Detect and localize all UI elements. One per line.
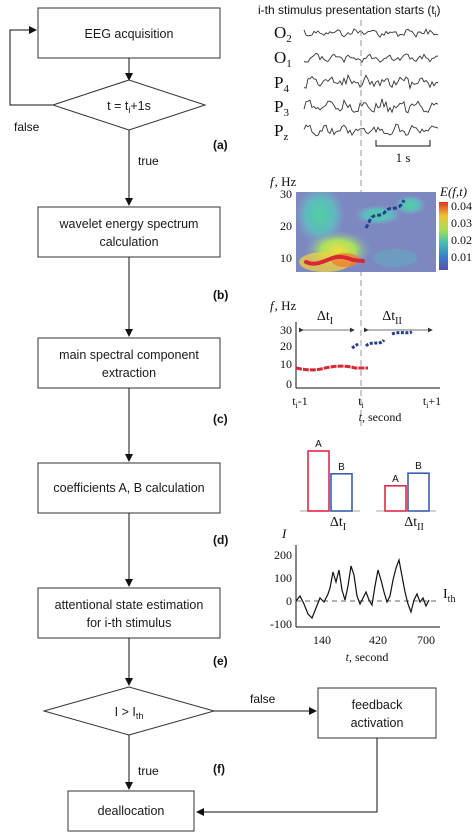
- attentional-text-1: attentional state estimation: [55, 598, 204, 612]
- feedback-text-2: activation: [351, 716, 404, 730]
- deallocation-text: deallocation: [98, 804, 165, 818]
- spectrogram-ytick-10: 10: [280, 251, 292, 265]
- channel-label-o1: O1: [274, 48, 292, 70]
- index-ylabel: I: [281, 526, 287, 541]
- panel-label-c: (c): [213, 412, 228, 426]
- attentional-box: [37, 587, 221, 639]
- channel-labels: O2 O1 P4 P3 Pz: [274, 23, 292, 143]
- spectral-extraction-box: [37, 337, 221, 389]
- eeg-trace-4: [303, 98, 439, 114]
- false-loop-line: [9, 26, 53, 106]
- index-xtick-420: 420: [369, 633, 387, 647]
- bar-2: [330, 472, 353, 512]
- bar-3: [384, 484, 407, 512]
- channel-label-pz: Pz: [274, 121, 288, 143]
- spectrogram-ytick-20: 20: [280, 219, 292, 233]
- bar-label-3: A: [392, 474, 399, 485]
- eeg-trace-1: [303, 28, 439, 38]
- component-xlabel: t, second: [359, 410, 402, 424]
- eeg-trace-2: [303, 52, 439, 64]
- interval-2-label: ΔtII: [382, 309, 402, 327]
- condition-2-text: I > Ith: [115, 705, 144, 721]
- spectral-text-1: main spectral component: [59, 348, 199, 362]
- panel-label-f: (f): [213, 762, 225, 776]
- component-xtick-1: ti-1: [292, 394, 308, 410]
- bar-1: [307, 450, 330, 512]
- index-curve: [295, 557, 430, 620]
- channel-label-p4: P4: [274, 73, 289, 95]
- component-xtick-3: ti+1: [423, 394, 441, 410]
- panel-label-d: (d): [213, 533, 228, 547]
- colorbar-title: E(f,t): [439, 184, 467, 199]
- colorbar-tick-002: 0.02: [451, 233, 472, 247]
- bar-label-2: B: [338, 462, 345, 473]
- condition-diamond-1: [51, 79, 207, 131]
- index-ytick-neg100: -100: [270, 617, 292, 631]
- interval-1-label: ΔtI: [317, 309, 333, 327]
- channel-label-p3: P3: [274, 97, 289, 119]
- panel-label-a: (a): [213, 138, 228, 152]
- panel-label-b: (b): [213, 288, 228, 302]
- bar-group-2-label: ΔtII: [404, 515, 424, 533]
- coefficients-text: coefficients A, B calculation: [53, 481, 204, 495]
- false-label-1: false: [14, 120, 40, 134]
- component-high-curve: [351, 330, 413, 350]
- spectrogram-main-component-high: [364, 199, 406, 229]
- index-ytick-100: 100: [274, 571, 292, 585]
- coefficients-box: [37, 462, 221, 514]
- wavelet-text-2: calculation: [99, 235, 158, 249]
- colorbar-tick-003: 0.03: [451, 216, 472, 230]
- component-ytick-20: 20: [280, 339, 292, 353]
- component-ytick-30: 30: [280, 323, 292, 337]
- spectrogram-ytick-30: 30: [280, 187, 292, 201]
- scale-bar-label: 1 s: [396, 150, 411, 165]
- index-ytick-0: 0: [286, 594, 292, 608]
- colorbar-tick-001: 0.01: [451, 250, 472, 264]
- colorbar-tick-004: 0.04: [451, 199, 472, 213]
- feedback-text-1: feedback: [352, 698, 403, 712]
- spectral-text-2: extraction: [102, 366, 156, 380]
- bar-4: [407, 472, 430, 512]
- bar-group-1-label: ΔtI: [330, 515, 346, 533]
- wavelet-box: [37, 206, 221, 258]
- index-xtick-140: 140: [313, 633, 331, 647]
- true-label-2: true: [138, 764, 159, 778]
- colorbar: [439, 202, 448, 270]
- eeg-traces: [303, 28, 439, 137]
- feedback-return-line: [196, 738, 378, 816]
- scale-bar: [375, 140, 431, 147]
- component-ytick-10: 10: [280, 357, 292, 371]
- component-xtick-2: ti: [358, 394, 364, 410]
- eeg-acquisition-text: EEG acquisition: [85, 27, 174, 41]
- bar-label-1: A: [315, 439, 322, 450]
- bar-label-4: B: [415, 461, 422, 472]
- index-xlabel: t, second: [346, 650, 389, 664]
- panel-label-e: (e): [213, 654, 228, 668]
- deallocation-box: [67, 790, 195, 832]
- feedback-box: [317, 687, 437, 739]
- eeg-trace-3: [303, 73, 439, 91]
- channel-label-o2: O2: [274, 23, 292, 45]
- spectrogram-main-component-low: [304, 254, 365, 266]
- index-xtick-700: 700: [417, 633, 435, 647]
- component-low-curve: [295, 364, 368, 372]
- false-label-2: false: [250, 692, 276, 706]
- spectrogram-ylabel: f, Hz: [270, 174, 297, 189]
- spectrogram-image: [296, 192, 436, 272]
- condition-1-text: t = ti+1s: [107, 99, 151, 115]
- true-label-1: true: [138, 154, 159, 168]
- component-ytick-0: 0: [286, 377, 292, 391]
- attentional-text-2: for i-th stimulus: [87, 616, 172, 630]
- component-ylabel: f, Hz: [270, 298, 297, 313]
- stimulus-title: i-th stimulus presentation starts (ti): [258, 3, 441, 19]
- index-ytick-200: 200: [274, 548, 292, 562]
- threshold-label: Ith: [443, 587, 455, 605]
- bars-group: A B A B: [307, 439, 430, 512]
- wavelet-text-1: wavelet energy spectrum: [59, 217, 199, 231]
- eeg-trace-5: [303, 123, 439, 137]
